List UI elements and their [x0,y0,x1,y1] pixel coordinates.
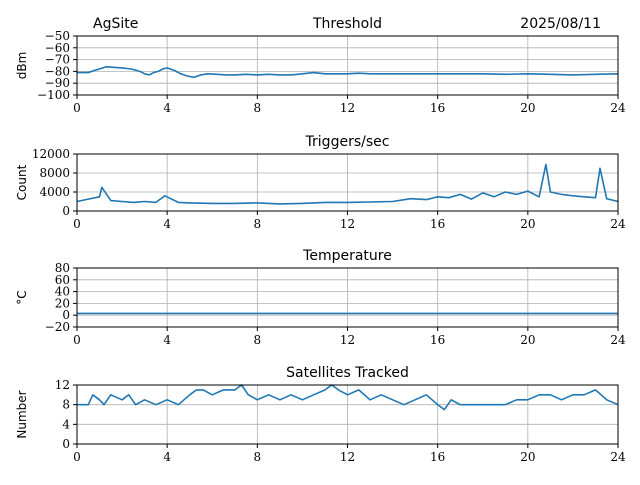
y-tick-label: 8000 [39,166,70,180]
y-tick-label: −70 [45,53,70,67]
y-tick-label: 4000 [39,185,70,199]
x-tick-label: 0 [73,101,81,115]
x-tick-label: 4 [163,217,171,231]
y-tick-label: −80 [45,64,70,78]
y-axis-label: Count [15,164,29,200]
y-axis-label: Number [15,390,29,438]
chart-panels: 0 4 8 12 16 20 24 −50−60−70−80−90−100 Threshold d… [15,16,626,464]
x-tick-label: 16 [430,217,445,231]
x-tick-label: 24 [610,101,626,115]
x-tick-label: 20 [520,450,535,464]
x-tick-label: 8 [254,450,262,464]
x-tick-label: 8 [254,333,262,347]
y-tick-label: 20 [55,296,70,310]
x-tick-label: 4 [163,101,171,115]
x-tick-label: 12 [340,333,355,347]
y-tick-label: 80 [55,261,70,275]
x-tick-label: 12 [340,217,355,231]
report-date: 2025/08/11 [520,16,601,32]
y-tick-label: 12000 [32,147,70,161]
y-axis-label: dBm [15,52,29,80]
y-tick-label: −20 [45,320,70,334]
x-tick-label: 12 [340,101,355,115]
y-tick-label: −50 [45,29,70,43]
x-tick-label: 24 [610,333,626,347]
chart-title: Threshold [312,16,382,32]
x-tick-label: 8 [254,217,262,231]
x-tick-label: 20 [520,333,535,347]
y-tick-label: 0 [62,308,70,322]
y-tick-label: −60 [45,41,70,55]
y-tick-label: 8 [62,398,70,412]
chart-panel-0: 0 4 8 12 16 20 24 −50−60−70−80−90−100 Threshold d… [15,16,626,115]
chart-title: Temperature [302,248,392,264]
x-tick-label: 0 [73,450,81,464]
y-tick-label: 0 [62,437,70,451]
x-tick-label: 24 [610,217,626,231]
x-tick-label: 12 [340,450,355,464]
series-line [77,65,619,79]
y-axis-label: °C [15,290,29,304]
x-tick-label: 8 [254,101,262,115]
x-tick-label: 16 [430,450,445,464]
x-tick-label: 4 [163,333,171,347]
y-tick-label: 60 [55,273,70,287]
x-tick-label: 16 [430,333,445,347]
x-tick-label: 20 [520,217,535,231]
chart-panel-3: 0 4 8 12 16 20 24 0 4 8 12 Satellites Tracked Number [15,365,626,464]
y-tick-label: −100 [37,88,70,102]
x-tick-label: 24 [610,450,626,464]
series-line [77,384,619,411]
y-tick-label: 12 [55,378,70,392]
x-tick-label: 20 [520,101,535,115]
x-tick-label: 0 [73,333,81,347]
y-tick-label: 0 [62,204,70,218]
x-tick-label: 0 [73,217,81,231]
chart-panel-1: 0 4 8 12 16 20 24 0 4000 8000 12000 Triggers/sec Cou… [15,134,626,231]
chart-title: Triggers/sec [305,134,390,150]
site-name: AgSite [93,16,138,32]
chart-title: Satellites Tracked [286,365,409,381]
y-tick-label: 40 [55,285,70,299]
series-line [76,163,619,205]
y-tick-label: 4 [62,417,70,431]
y-tick-label: −90 [45,76,70,90]
x-tick-label: 16 [430,101,445,115]
x-tick-label: 4 [163,450,171,464]
